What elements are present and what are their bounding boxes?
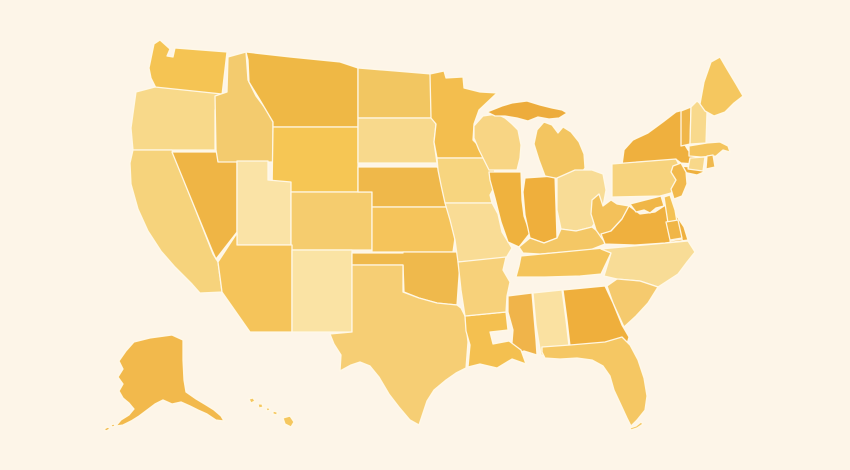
state-wa[interactable]: Washington [148, 39, 228, 96]
state-nj[interactable]: New Jersey [670, 162, 688, 200]
state-ma[interactable]: Massachusetts [688, 141, 731, 158]
state-nm[interactable]: New Mexico [291, 249, 353, 333]
state-fl[interactable]: Florida [541, 336, 648, 431]
state-mi_up[interactable]: Michigan (Upper Peninsula) [486, 100, 568, 122]
state-md[interactable]: Maryland [629, 195, 683, 241]
state-ri[interactable]: Rhode Island [705, 154, 716, 170]
state-ct[interactable]: Connecticut [687, 156, 706, 172]
state-ms[interactable]: Mississippi [507, 292, 538, 356]
state-mn[interactable]: Minnesota [429, 70, 498, 159]
state-or[interactable]: Oregon [130, 86, 223, 151]
state-mi[interactable]: Michigan [533, 121, 586, 180]
state-co[interactable]: Colorado [290, 191, 373, 251]
state-mo[interactable]: Missouri [444, 202, 513, 263]
state-sd[interactable]: South Dakota [357, 117, 438, 164]
state-me[interactable]: Maine [699, 56, 744, 117]
state-pa[interactable]: Pennsylvania [611, 158, 682, 198]
state-nd[interactable]: North Dakota [357, 67, 433, 119]
state-tx[interactable]: Texas [329, 264, 469, 426]
state-ga[interactable]: Georgia [562, 285, 630, 347]
state-la[interactable]: Louisiana [464, 311, 527, 369]
state-ak[interactable]: Alaska [103, 334, 225, 432]
state-hi[interactable]: Hawaii [248, 397, 295, 428]
state-ks[interactable]: Kansas [371, 206, 456, 253]
state-az[interactable]: Arizona [217, 232, 293, 333]
state-ar[interactable]: Arkansas [457, 256, 511, 317]
state-ne[interactable]: Nebraska [357, 166, 453, 208]
